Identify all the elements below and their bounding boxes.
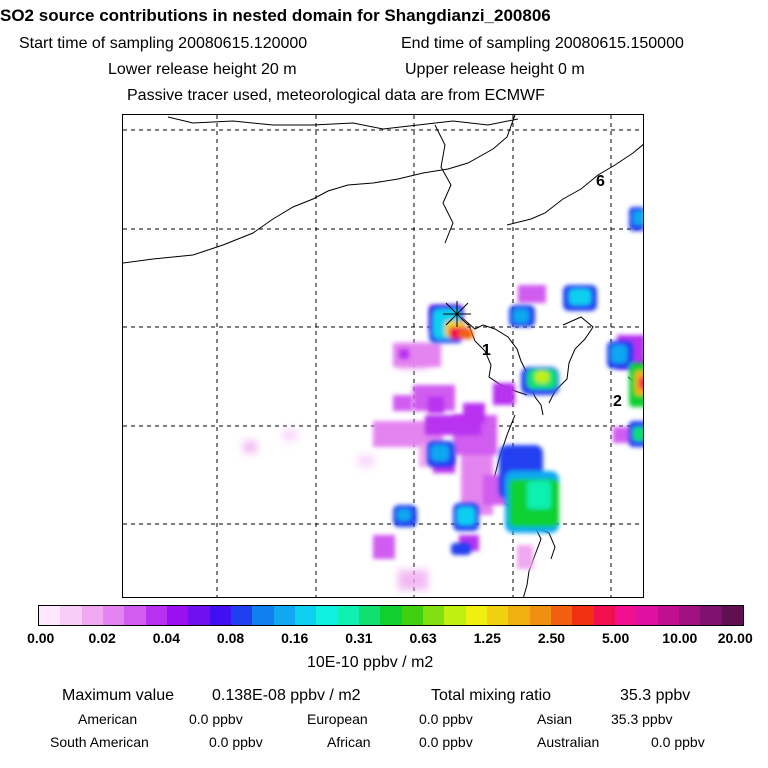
region-name: Australian (537, 734, 600, 750)
color-swatch (39, 606, 61, 625)
region-name: South American (50, 734, 149, 750)
start-time-label: Start time of sampling 20080615.120000 (19, 35, 308, 52)
color-swatch (657, 606, 679, 625)
boundary-lines (123, 115, 643, 597)
color-scale-bar (38, 605, 744, 626)
scale-tick-label: 0.02 (88, 630, 116, 646)
color-swatch (60, 606, 82, 625)
color-swatch (593, 606, 615, 625)
lower-release-label: Lower release height 20 m (108, 61, 297, 78)
region-value: 35.3 ppbv (611, 711, 673, 727)
region-label-6: 6 (596, 173, 605, 190)
region-name: American (78, 711, 138, 727)
color-swatch (230, 606, 253, 625)
scale-tick-label: 5.00 (602, 630, 630, 646)
color-swatch (465, 606, 487, 625)
color-swatch (124, 606, 146, 625)
map-panel[interactable]: 6 1 2 (122, 114, 644, 598)
region-value: 0.0 ppbv (651, 734, 705, 750)
color-swatch (721, 606, 743, 625)
color-swatch (380, 606, 402, 625)
color-swatch (166, 606, 189, 625)
color-swatch (252, 606, 274, 625)
scale-tick-label: 0.31 (345, 630, 373, 646)
scale-tick-label: 0.63 (409, 630, 437, 646)
max-value-label: Maximum value (62, 687, 175, 704)
region-label-2: 2 (613, 393, 622, 410)
max-value: 0.138E-08 ppbv / m2 (212, 687, 361, 704)
unit-label: 10E-10 ppbv / m2 (307, 654, 434, 671)
color-swatch (614, 606, 637, 625)
region-name: Asian (537, 711, 573, 727)
color-swatch (636, 606, 658, 625)
scale-tick-label: 2.50 (537, 630, 566, 646)
color-swatch (508, 606, 530, 625)
scale-tick-label: 0.04 (152, 630, 180, 646)
region-value: 0.0 ppbv (419, 711, 473, 727)
color-swatch (358, 606, 381, 625)
asterisk-icon (443, 301, 471, 327)
color-swatch (209, 606, 231, 625)
scale-tick-label: 20.00 (717, 630, 753, 646)
color-swatch (444, 606, 466, 625)
color-swatch (529, 606, 551, 625)
region-value: 0.0 ppbv (419, 734, 473, 750)
region-name: European (307, 711, 368, 727)
color-swatch (401, 606, 423, 625)
region-value: 0.0 ppbv (209, 734, 263, 750)
scale-tick-label: 0.16 (281, 630, 309, 646)
tracer-note: Passive tracer used, meteorological data… (127, 87, 545, 104)
color-swatch (700, 606, 722, 625)
color-swatch (678, 606, 701, 625)
scale-tick-label: 0.00 (27, 630, 55, 646)
color-swatch (294, 606, 317, 625)
color-swatch (273, 606, 295, 625)
region-value: 0.0 ppbv (189, 711, 243, 727)
color-swatch (188, 606, 210, 625)
color-swatch (550, 606, 573, 625)
color-swatch (486, 606, 509, 625)
region-name: African (327, 734, 371, 750)
grid-lines (123, 115, 643, 597)
map-canvas: 6 1 2 (123, 115, 643, 597)
color-swatch (337, 606, 359, 625)
color-swatch (81, 606, 103, 625)
upper-release-label: Upper release height 0 m (405, 61, 585, 78)
scale-tick-label: 0.08 (216, 630, 245, 646)
color-swatch (316, 606, 338, 625)
color-swatch (572, 606, 594, 625)
color-swatch (422, 606, 445, 625)
concentration-plume (243, 207, 643, 590)
end-time-label: End time of sampling 20080615.150000 (401, 35, 684, 52)
total-mixing-value: 35.3 ppbv (620, 687, 691, 704)
region-label-1: 1 (482, 342, 491, 359)
scale-tick-label: 1.25 (473, 630, 501, 646)
color-swatch (102, 606, 125, 625)
total-mixing-label: Total mixing ratio (431, 687, 552, 704)
color-swatch (145, 606, 167, 625)
scale-tick-label: 10.00 (662, 630, 698, 646)
page-title: SO2 source contributions in nested domai… (0, 6, 551, 25)
